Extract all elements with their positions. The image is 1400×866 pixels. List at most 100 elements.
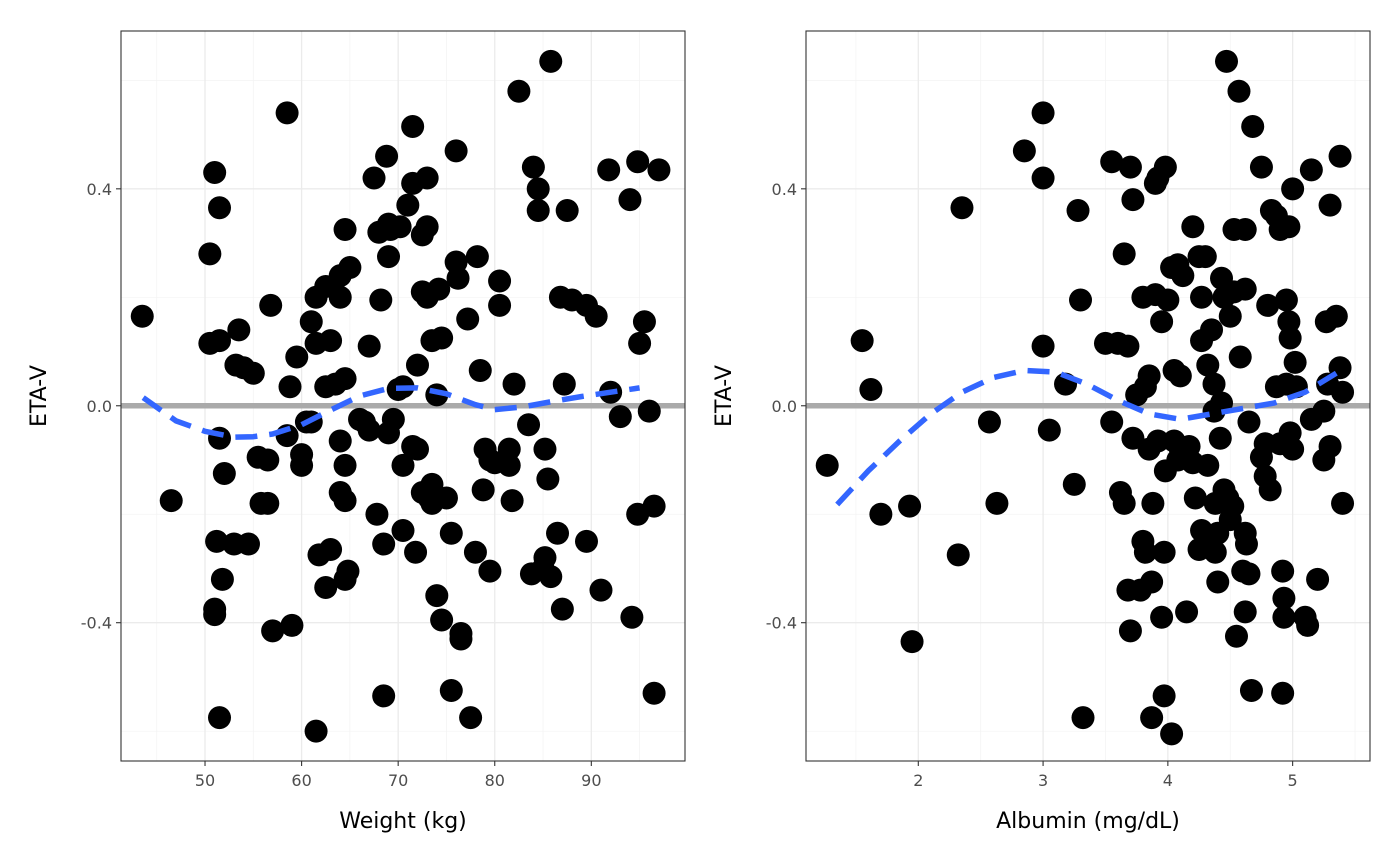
data-point [1249,155,1273,179]
data-point [815,453,839,477]
data-point [208,706,232,730]
data-point [365,502,389,526]
data-point [285,345,309,369]
data-point [299,310,323,334]
data-point [628,331,652,355]
data-point [1312,399,1336,423]
data-point [1112,242,1136,266]
data-point [1152,540,1176,564]
data-point [546,521,570,545]
data-point [1318,193,1342,217]
data-point [985,491,1009,515]
data-point [1237,562,1261,586]
data-point [618,188,642,212]
data-point [597,158,621,182]
data-point [256,491,280,515]
data-point [1141,491,1165,515]
data-point [212,462,236,486]
data-point [369,288,393,312]
data-point [555,199,579,223]
panel-border [805,30,1371,762]
data-point [415,166,439,190]
y-tick-label: -0.4 [766,614,797,633]
data-point [439,678,463,702]
data-point [1153,155,1177,179]
data-point [319,537,343,561]
data-point [1160,722,1184,746]
data-point [203,161,227,185]
panel-border [120,30,686,762]
data-point [620,605,644,629]
data-point [1234,532,1258,556]
data-point [208,329,232,353]
data-point [463,540,487,564]
data-point [502,372,526,396]
data-point [900,630,924,654]
data-point [1171,264,1195,288]
data-point [517,413,541,437]
data-point [401,114,425,138]
data-point [533,546,557,570]
y-tick-label: 0.4 [87,180,112,199]
data-point [1272,586,1296,610]
data-point [507,79,531,103]
data-point [642,494,666,518]
data-point [1100,410,1124,434]
data-point [314,575,338,599]
data-point [1121,426,1145,450]
data-point [574,529,598,553]
data-point [1331,380,1355,404]
x-tick-label: 5 [1288,771,1298,790]
data-point [637,399,661,423]
data-point [375,144,399,168]
data-point [1146,429,1170,453]
data-point [333,217,357,241]
data-point [1239,678,1263,702]
data-point [536,467,560,491]
data-point [1237,410,1261,434]
data-point [236,532,260,556]
data-point [1190,285,1214,309]
data-point [1296,613,1320,637]
smooth-trend-line [835,367,1338,507]
data-point [869,502,893,526]
data-point [338,255,362,279]
data-point [381,407,405,431]
data-point [1331,491,1355,515]
data-point [205,529,229,553]
data-point [521,155,545,179]
data-point [1221,494,1245,518]
data-point [488,269,512,293]
data-point [1071,706,1095,730]
data-point [290,443,314,467]
data-point [533,437,557,461]
data-point [1150,310,1174,334]
data-point [584,304,608,328]
x-tick-label: 70 [388,771,408,790]
data-point [1069,288,1093,312]
data-point [1233,277,1257,301]
data-point [391,519,415,543]
data-point [396,193,420,217]
data-point [304,719,328,743]
data-point [1118,619,1142,643]
data-point [526,177,550,201]
data-point [471,478,495,502]
data-point [1202,372,1226,396]
x-axis-title: Weight (kg) [339,809,467,834]
y-axis-title: ETA-V [27,365,52,427]
data-point [459,706,483,730]
data-point [420,472,444,496]
data-point [1037,418,1061,442]
data-point [488,293,512,317]
data-point [647,158,671,182]
data-point [550,597,574,621]
data-point [1118,155,1142,179]
data-point [1272,605,1296,629]
data-point [1256,293,1280,317]
data-point [1233,600,1257,624]
data-point [198,242,222,266]
x-tick-label: 4 [1163,771,1173,790]
data-point [1150,605,1174,629]
